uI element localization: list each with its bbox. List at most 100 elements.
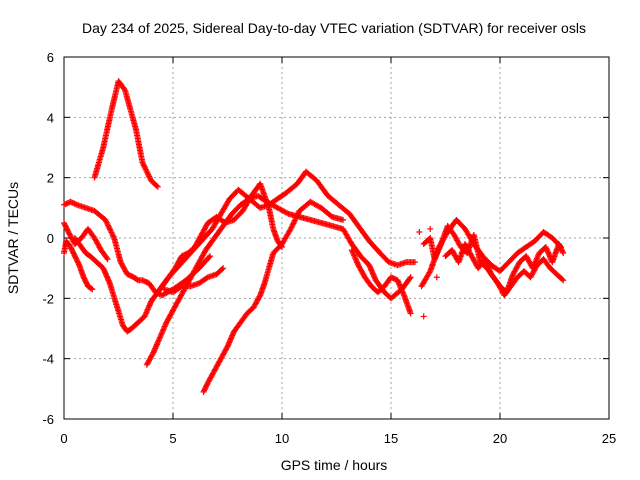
y-tick-label: -2 — [42, 291, 54, 306]
data-point — [143, 279, 150, 286]
data-point — [288, 224, 295, 231]
series-track-a — [91, 78, 161, 190]
data-point — [140, 277, 147, 284]
data-point — [388, 274, 394, 281]
data-point — [560, 250, 567, 257]
data-point — [89, 286, 96, 293]
data-point — [411, 259, 418, 266]
data-point — [556, 242, 563, 249]
x-tick-label: 15 — [384, 431, 398, 446]
data-point — [289, 223, 296, 230]
x-tick-label: 5 — [169, 431, 176, 446]
data-point — [139, 159, 146, 166]
data-point — [141, 163, 148, 170]
data-point — [180, 252, 187, 259]
data-point — [142, 278, 149, 285]
data-point — [105, 222, 112, 229]
x-axis-label: GPS time / hours — [281, 457, 388, 473]
data-point — [154, 183, 161, 190]
data-point — [293, 214, 300, 221]
y-tick-label: 4 — [47, 110, 54, 125]
data-point — [104, 256, 111, 263]
series-track-m — [418, 216, 565, 290]
data-point — [140, 162, 147, 169]
data-point — [107, 226, 114, 233]
data-point — [107, 228, 114, 235]
data-point — [142, 165, 149, 172]
data-point — [103, 219, 110, 226]
data-point — [278, 242, 285, 249]
data-point — [153, 182, 160, 189]
y-tick-label: 0 — [47, 231, 54, 246]
y-tick-label: 6 — [47, 50, 54, 65]
data-point — [144, 170, 151, 177]
data-point — [126, 272, 133, 279]
data-point — [121, 85, 128, 92]
series-track-d — [61, 238, 96, 293]
data-point — [103, 254, 110, 261]
data-point — [406, 275, 413, 282]
data-point — [290, 220, 297, 227]
data-point — [292, 216, 299, 223]
data-point — [124, 271, 131, 278]
data-point — [416, 228, 423, 235]
data-point — [108, 229, 115, 236]
x-tick-label: 25 — [602, 431, 616, 446]
data-point — [62, 201, 69, 208]
data-point — [287, 225, 294, 232]
data-point — [178, 253, 185, 260]
data-point — [110, 233, 117, 240]
data-point — [128, 273, 135, 280]
data-point — [106, 225, 113, 232]
data-point — [104, 221, 111, 228]
data-point — [143, 167, 150, 174]
data-point — [139, 277, 146, 284]
data-point — [64, 200, 71, 207]
data-point — [219, 266, 226, 273]
data-point — [429, 262, 436, 269]
data-point — [67, 198, 74, 205]
data-point — [560, 277, 567, 284]
data-point — [391, 276, 398, 283]
data-point — [289, 221, 296, 228]
y-tick-label: -6 — [42, 412, 54, 427]
data-point — [61, 201, 67, 208]
data-point — [109, 230, 116, 237]
data-point — [145, 172, 152, 179]
data-point — [427, 225, 434, 232]
data-point — [140, 160, 147, 167]
data-point — [279, 244, 285, 251]
data-point — [88, 285, 95, 292]
y-tick-label: -4 — [42, 352, 54, 367]
data-point — [294, 212, 301, 219]
data-point — [72, 201, 79, 208]
data-point — [149, 350, 156, 357]
data-point — [105, 223, 112, 230]
data-point — [559, 276, 566, 283]
data-point — [63, 200, 70, 207]
data-point — [182, 251, 189, 258]
data-point — [407, 310, 414, 317]
data-point — [426, 269, 433, 276]
data-point — [102, 216, 109, 223]
data-point — [407, 274, 414, 281]
x-tick-label: 10 — [275, 431, 289, 446]
series-track-b — [61, 198, 214, 299]
data-point — [389, 274, 396, 281]
data-point — [142, 166, 149, 173]
data-point — [206, 254, 213, 261]
data-point — [390, 275, 397, 282]
series-track-g — [200, 198, 347, 395]
data-point — [558, 244, 565, 251]
series-track-j — [348, 247, 414, 317]
data-point — [291, 218, 298, 225]
data-point — [109, 232, 116, 239]
data-point — [71, 200, 78, 207]
data-markers — [61, 78, 567, 395]
series-track-h — [152, 180, 285, 299]
data-point — [220, 265, 227, 272]
series-track-l — [442, 241, 567, 299]
data-point — [64, 227, 71, 234]
data-point — [433, 274, 440, 281]
